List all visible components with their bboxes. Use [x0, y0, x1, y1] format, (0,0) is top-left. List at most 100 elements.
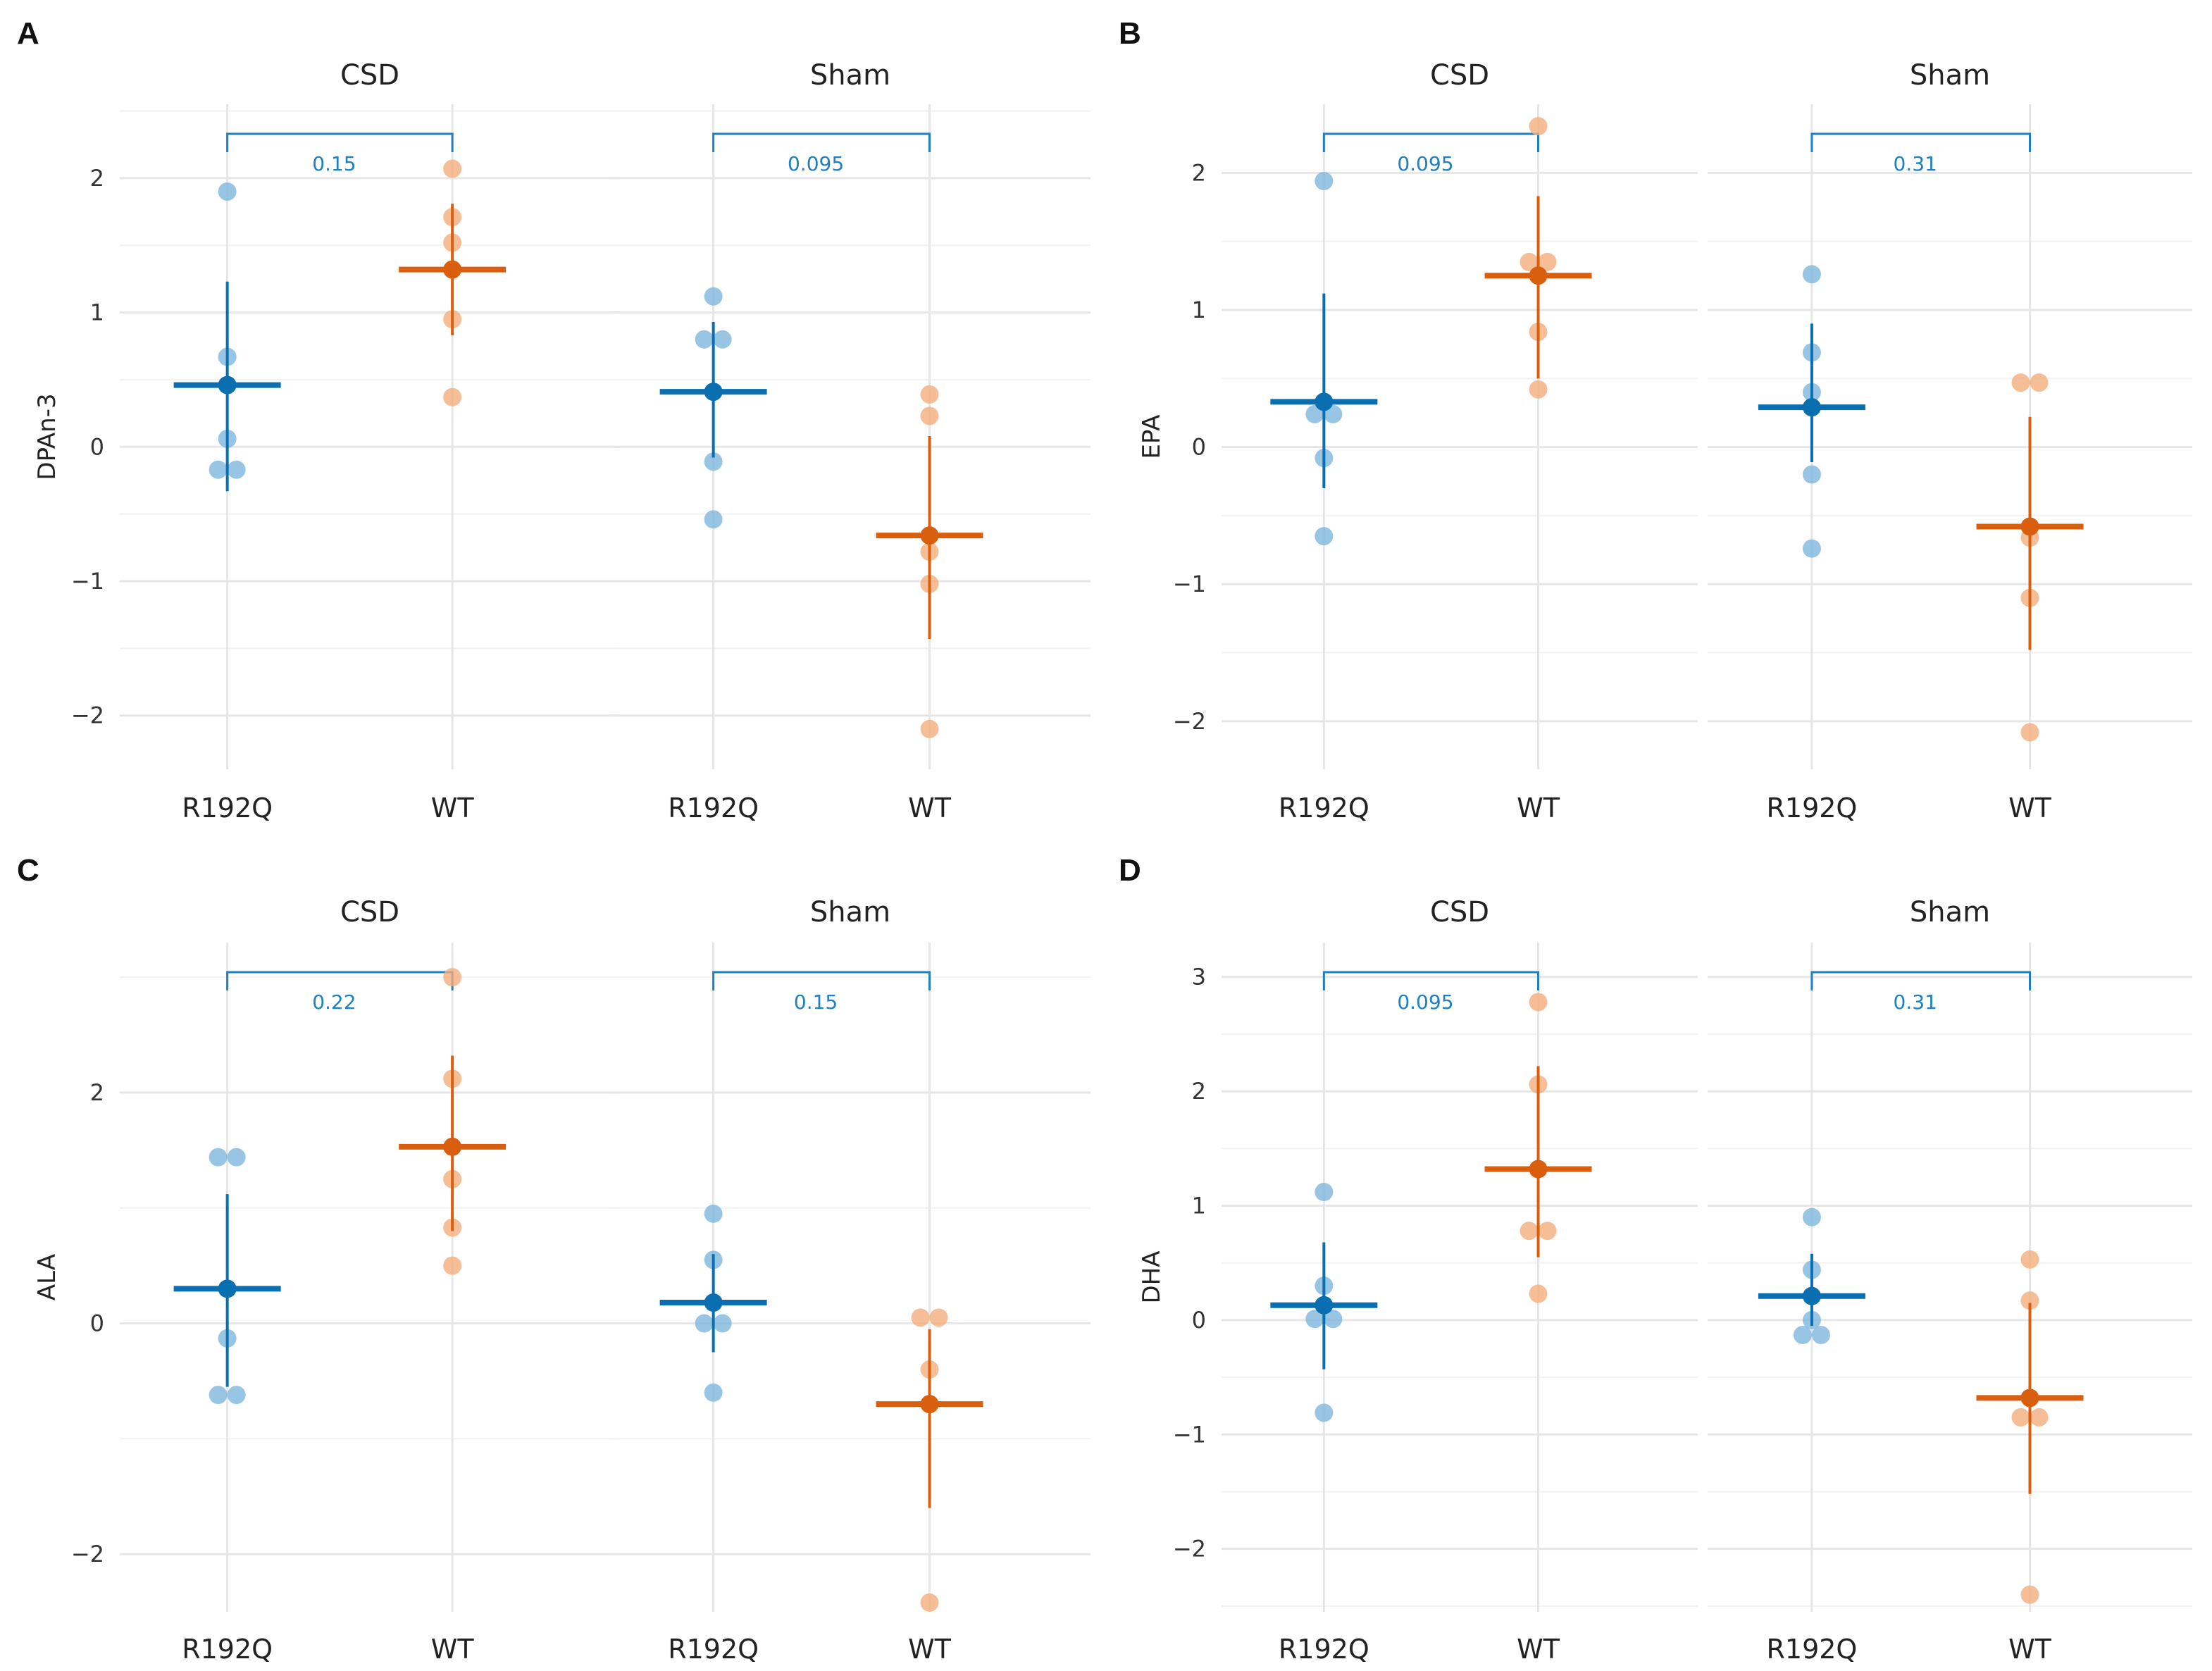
data-point — [443, 968, 462, 987]
data-point — [1529, 993, 1548, 1012]
x-tick-label: R192Q — [182, 793, 273, 824]
x-tick-label: WT — [1517, 1634, 1560, 1665]
data-point — [1529, 380, 1548, 399]
facet-title: Sham — [1910, 59, 1990, 92]
p-value-label: 0.095 — [788, 152, 844, 175]
data-point — [209, 1386, 228, 1405]
data-point — [1538, 1222, 1557, 1241]
group-wt — [1484, 117, 1592, 399]
facet-csd: CSD R192Q WT 0.095 — [1222, 59, 1698, 824]
data-point — [2030, 1408, 2049, 1427]
group-r192q — [173, 1148, 281, 1405]
comparison-bracket — [712, 132, 931, 152]
x-tick-label: R192Q — [1766, 793, 1857, 824]
panel-letter: B — [1119, 16, 1141, 51]
x-tick-label: R192Q — [1279, 793, 1369, 824]
mean-point — [1802, 1286, 1821, 1305]
data-point — [1315, 527, 1334, 546]
x-tick-label: R192Q — [1279, 1634, 1369, 1665]
y-tick-label: 2 — [1192, 159, 1206, 186]
group-wt — [1976, 1250, 2084, 1604]
panel-letter: C — [17, 853, 39, 888]
mean-point — [1529, 266, 1548, 285]
data-point — [2011, 373, 2030, 392]
data-point — [695, 1314, 714, 1333]
comparison-bracket — [1810, 132, 2032, 152]
data-point — [704, 1204, 723, 1223]
y-axis-title: ALA — [33, 1254, 61, 1300]
facet-sham: Sham R192Q WT 0.31 — [1708, 59, 2192, 824]
data-point — [1520, 252, 1539, 271]
facet-title: Sham — [810, 59, 890, 92]
data-point — [713, 330, 732, 349]
data-point — [209, 1148, 228, 1167]
comparison-bracket — [226, 132, 454, 152]
mean-point — [2020, 1389, 2039, 1408]
group-r192q — [659, 1204, 767, 1402]
panel-A: A DPAn-3 −2 −1 0 1 2 CSD R192Q WT 0.15 Sham R192Q WT 0… — [17, 16, 1091, 824]
y-axis-title: DPAn-3 — [33, 393, 61, 480]
facet-title: CSD — [340, 59, 399, 92]
p-value-label: 0.15 — [312, 152, 356, 175]
mean-point — [443, 1137, 462, 1156]
data-point — [704, 287, 723, 306]
y-tick-label: 0 — [90, 433, 104, 460]
data-point — [929, 1308, 948, 1327]
data-point — [1802, 1207, 1821, 1226]
x-tick-label: WT — [1517, 793, 1560, 824]
group-r192q — [1270, 1183, 1378, 1422]
data-point — [209, 460, 228, 479]
data-point — [1305, 1310, 1324, 1329]
data-point — [1802, 539, 1821, 558]
y-tick-label: −2 — [1173, 1536, 1206, 1563]
x-tick-label: R192Q — [668, 1634, 759, 1665]
data-point — [443, 387, 462, 406]
y-tick-label: 2 — [90, 165, 104, 192]
x-tick-label: R192Q — [1766, 1634, 1857, 1665]
y-tick-label: 0 — [90, 1310, 104, 1337]
data-point — [920, 385, 939, 404]
mean-point — [704, 383, 723, 402]
group-r192q — [1270, 171, 1378, 546]
facet-csd: CSD R192Q WT 0.095 — [1222, 896, 1698, 1665]
facet-title: CSD — [1430, 896, 1489, 928]
y-axis-title: DHA — [1138, 1250, 1166, 1303]
data-point — [695, 330, 714, 349]
mean-point — [920, 526, 939, 545]
data-point — [2020, 1585, 2039, 1604]
facet-title: Sham — [810, 896, 890, 928]
facet-csd: CSD R192Q WT 0.15 — [120, 59, 620, 824]
data-point — [1538, 252, 1557, 271]
data-point — [2011, 1408, 2030, 1427]
data-point — [1793, 1326, 1812, 1345]
data-point — [704, 1383, 723, 1402]
data-point — [1315, 1183, 1334, 1202]
comparison-bracket — [712, 971, 931, 990]
x-tick-label: WT — [908, 1634, 952, 1665]
y-tick-label: −2 — [71, 1541, 104, 1567]
x-tick-label: WT — [2008, 1634, 2052, 1665]
comparison-bracket — [1810, 971, 2032, 990]
panel-D: D DHA −2 −1 0 1 2 3 CSD R192Q WT 0.095 Sham R192Q WT 0.… — [1119, 853, 2192, 1665]
mean-point — [1802, 398, 1821, 417]
data-point — [1315, 1403, 1334, 1422]
x-tick-label: R192Q — [668, 793, 759, 824]
facet-title: Sham — [1910, 896, 1990, 928]
mean-point — [218, 375, 237, 395]
facet-title: CSD — [1430, 59, 1489, 92]
x-tick-label: WT — [431, 1634, 475, 1665]
y-tick-label: 3 — [1192, 964, 1206, 990]
x-tick-label: WT — [2008, 793, 2052, 824]
data-point — [1315, 171, 1334, 190]
y-tick-label: 2 — [90, 1079, 104, 1106]
data-point — [227, 460, 246, 479]
data-point — [1811, 1326, 1830, 1345]
data-point — [1324, 1310, 1343, 1329]
y-tick-label: 1 — [1192, 1193, 1206, 1219]
y-tick-label: 0 — [1192, 434, 1206, 461]
data-point — [704, 452, 723, 471]
group-r192q — [173, 182, 281, 492]
group-r192q — [659, 287, 767, 529]
panel-letter: A — [17, 16, 39, 51]
